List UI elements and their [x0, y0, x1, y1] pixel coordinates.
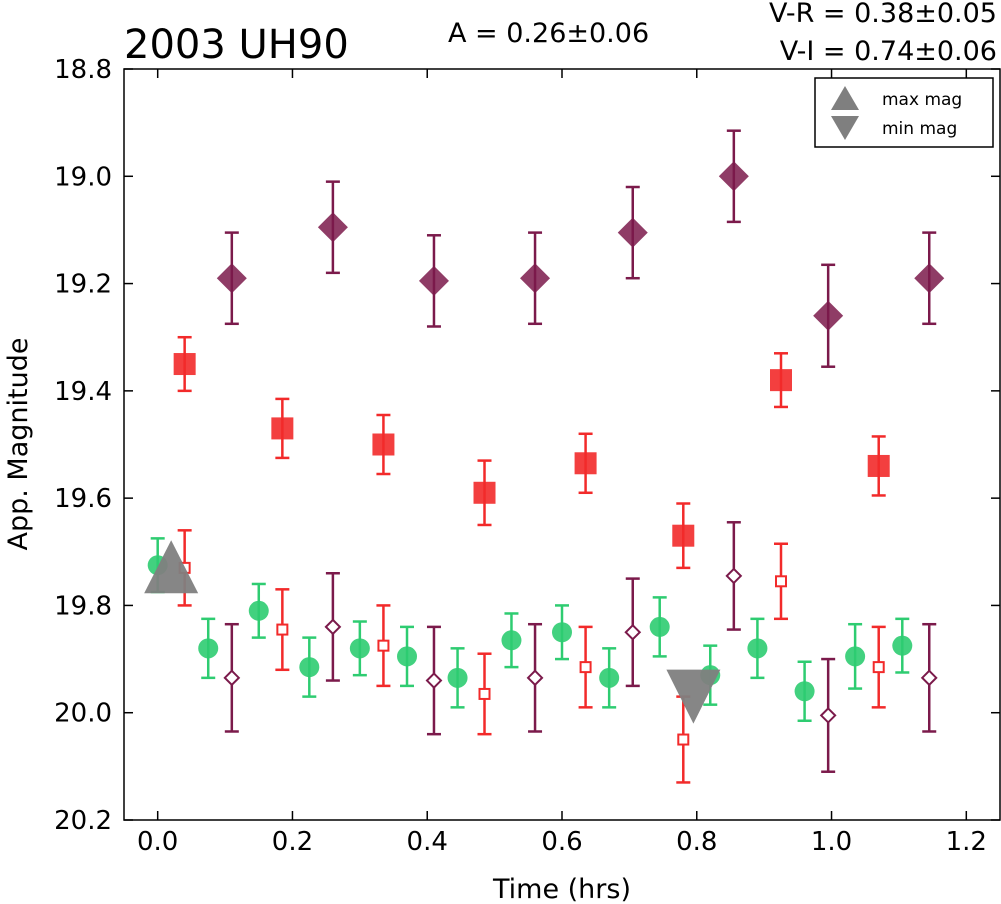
x-tick-label: 0.6	[541, 827, 582, 857]
chart-title: 2003 UH90	[124, 22, 349, 68]
r-band-color-point	[677, 733, 690, 746]
y-tick-label: 19.2	[54, 270, 112, 300]
r-band-point	[672, 524, 695, 547]
r-band-point	[867, 454, 890, 477]
plot-marks	[144, 129, 945, 784]
y-tick-label: 19.8	[54, 591, 112, 621]
i-band-color-point	[223, 669, 241, 687]
v-band-point	[299, 657, 320, 678]
i-band-point	[520, 263, 551, 294]
v-band-point	[747, 638, 768, 659]
x-tick-label: 0.8	[676, 827, 717, 857]
plot-frame	[123, 68, 1001, 821]
r-band-point	[770, 369, 792, 392]
legend: max mag min mag	[814, 77, 994, 148]
i-band-color-point	[425, 672, 443, 689]
r-band-color-point	[775, 575, 787, 588]
legend-min-mag-label: min mag	[882, 119, 957, 139]
y-tick-label: 19.6	[54, 484, 112, 514]
v-band-point	[599, 667, 620, 688]
v-band-point	[198, 638, 219, 659]
v-band-point	[649, 616, 670, 637]
y-tick-label: 19.4	[54, 377, 112, 407]
i-band-point	[914, 263, 945, 294]
r-band-color-point	[579, 661, 592, 674]
r-band-point	[574, 452, 597, 475]
i-band-color-point	[819, 706, 837, 724]
x-tick-label: 1.0	[811, 827, 852, 857]
x-axis-label: Time (hrs)	[492, 874, 631, 904]
v-i-color-annotation: V-I = 0.74±0.06	[780, 36, 997, 67]
r-band-color-point	[872, 661, 885, 674]
i-band-point	[617, 217, 648, 248]
legend-max-mag-marker	[831, 86, 859, 110]
v-band-point	[248, 600, 269, 621]
y-axis-label: App. Magnitude	[3, 338, 34, 551]
v-band-point	[349, 638, 370, 659]
r-band-point	[473, 481, 496, 504]
x-tick-label: 1.2	[946, 827, 987, 857]
v-band-point	[845, 646, 866, 667]
i-band-color-point	[725, 567, 743, 585]
r-band-color-point	[478, 687, 491, 700]
v-band-point	[447, 667, 468, 688]
max-mag-marker	[144, 540, 199, 594]
y-tick-label: 20.0	[54, 699, 112, 729]
x-tick-label: 0.0	[137, 827, 178, 857]
i-band-color-point	[526, 669, 544, 687]
legend-min-mag-marker	[831, 116, 859, 140]
i-band-point	[317, 212, 348, 243]
i-band-point	[216, 263, 247, 294]
v-r-color-annotation: V-R = 0.38±0.05	[769, 0, 997, 29]
y-tick-label: 20.2	[54, 806, 112, 836]
r-band-point	[173, 353, 196, 376]
i-band-color-point	[920, 669, 938, 687]
r-band-color-point	[377, 639, 390, 652]
i-band-color-point	[324, 618, 342, 636]
v-band-point	[552, 622, 572, 643]
x-tick-label: 0.2	[272, 827, 313, 857]
i-band-point	[718, 161, 749, 192]
v-band-point	[794, 681, 815, 702]
i-band-point	[418, 265, 449, 296]
r-band-point	[372, 433, 395, 456]
r-band-point	[271, 417, 294, 440]
y-tick-label: 19.0	[54, 162, 112, 192]
v-band-point	[397, 646, 418, 667]
legend-max-mag-label: max mag	[882, 90, 962, 110]
i-band-color-point	[624, 623, 642, 641]
y-tick-label: 18.8	[54, 55, 112, 85]
r-band-color-point	[276, 623, 289, 636]
v-band-point	[501, 630, 522, 651]
i-band-point	[813, 300, 844, 331]
amplitude-annotation: A = 0.26±0.06	[448, 18, 649, 49]
axis-ticks: 0.0 0.2 0.4 0.6 0.8 1.0 1.2 18.8 19.0 19.2 19.4 19.…	[54, 55, 1000, 857]
x-tick-label: 0.4	[407, 827, 448, 857]
min-mag-marker	[666, 669, 721, 724]
v-band-point	[892, 635, 913, 656]
